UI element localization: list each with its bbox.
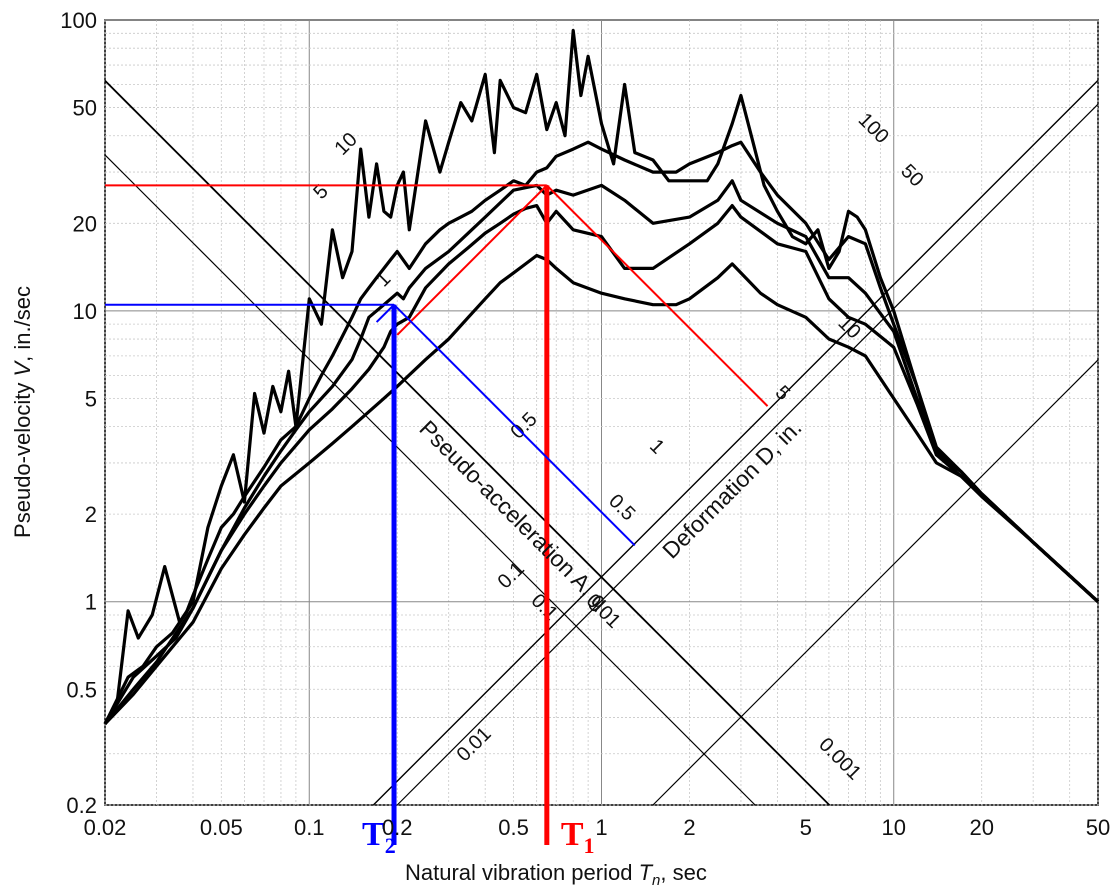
y-tick-labels: 0.2 0.5 1 2 5 10 20 50 100: [60, 8, 97, 818]
x-tick-label: 0.02: [84, 815, 127, 840]
y-tick-label: 2: [85, 502, 97, 527]
x-axis-title-prefix: Natural vibration period: [405, 860, 639, 885]
deformation-reference-line: [396, 103, 1099, 806]
y-tick-label: 100: [60, 8, 97, 33]
y-axis-title: Pseudo-velocity V, in./sec: [10, 286, 35, 538]
x-tick-label: 1: [595, 815, 607, 840]
x-axis-title-subscript: n: [652, 872, 660, 889]
x-tick-label: 0.05: [200, 815, 243, 840]
grid: [104, 19, 1099, 806]
spectrum-curve-1: [103, 28, 1100, 725]
y-tick-label: 1: [85, 590, 97, 615]
spectrum-curves: [103, 28, 1100, 726]
x-tick-label: 0.5: [498, 815, 529, 840]
period-markers: T1 T2: [105, 184, 769, 858]
x-axis-title-suffix: , sec: [660, 860, 706, 885]
x-tick-label: 0.1: [294, 815, 325, 840]
x-tick-label: 50: [1086, 815, 1110, 840]
deformation-axis-line: [372, 79, 1099, 806]
marker-label-subscript: 2: [385, 833, 396, 858]
marker-deform-line-2: [375, 303, 395, 323]
spectrum-curve-4: [103, 204, 1100, 725]
acceleration-reference-line: [104, 154, 756, 806]
x-tick-label: 5: [800, 815, 812, 840]
acceleration-reference-line: [104, 80, 830, 806]
marker-label-1: T1: [561, 816, 595, 858]
marker-label-2: T2: [362, 816, 396, 858]
x-tick-label: 0.2: [382, 815, 413, 840]
marker-accel-line-1: [546, 184, 769, 407]
x-axis-title-symbol: T: [639, 860, 654, 885]
y-tick-label: 50: [73, 96, 97, 121]
x-tick-label: 2: [683, 815, 695, 840]
x-axis-title: Natural vibration period Tn, sec: [405, 860, 707, 889]
spectrum-curve-2: [103, 140, 1100, 725]
y-tick-label: 0.5: [66, 677, 97, 702]
y-tick-label: 20: [73, 211, 97, 236]
y-tick-label: 0.2: [66, 793, 97, 818]
y-tick-label: 10: [73, 299, 97, 324]
marker-deform-line-1: [396, 184, 548, 336]
x-tick-label: 20: [969, 815, 993, 840]
y-axis-title-prefix: Pseudo-velocity: [10, 377, 35, 538]
y-tick-label: 5: [85, 386, 97, 411]
y-axis-title-suffix: , in./sec: [10, 286, 35, 362]
x-tick-label: 10: [881, 815, 905, 840]
spectrum-curve-3: [103, 179, 1100, 725]
marker-label-subscript: 1: [584, 833, 595, 858]
y-axis-title-symbol: V: [10, 360, 35, 377]
deformation-reference-line: [652, 359, 1099, 806]
spectrum-curve-5: [103, 253, 1100, 726]
marker-accel-line-2: [393, 303, 636, 547]
x-tick-labels: 0.02 0.05 0.1 0.2 0.5 1 2 5 10 20 50: [84, 815, 1111, 840]
diagonal-axes: [104, 79, 1099, 806]
